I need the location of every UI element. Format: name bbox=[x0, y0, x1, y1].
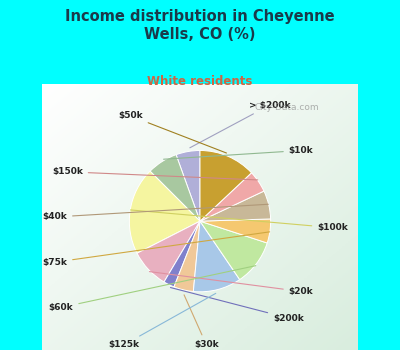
Wedge shape bbox=[200, 221, 267, 280]
Wedge shape bbox=[200, 219, 271, 243]
Text: White residents: White residents bbox=[147, 75, 253, 88]
Wedge shape bbox=[164, 221, 200, 287]
Text: $100k: $100k bbox=[130, 210, 348, 232]
Wedge shape bbox=[129, 171, 200, 253]
Text: $125k: $125k bbox=[109, 293, 216, 349]
Text: $200k: $200k bbox=[170, 288, 304, 323]
Text: $75k: $75k bbox=[42, 232, 270, 267]
Wedge shape bbox=[176, 150, 200, 221]
Text: $40k: $40k bbox=[42, 204, 268, 222]
Text: City-Data.com: City-Data.com bbox=[255, 103, 320, 112]
Text: > $200k: > $200k bbox=[190, 101, 290, 148]
Text: $50k: $50k bbox=[118, 111, 226, 153]
Text: $150k: $150k bbox=[52, 167, 258, 180]
Wedge shape bbox=[150, 155, 200, 221]
Wedge shape bbox=[193, 221, 240, 292]
Wedge shape bbox=[200, 173, 264, 221]
Wedge shape bbox=[200, 150, 252, 221]
Text: $60k: $60k bbox=[49, 266, 256, 312]
Text: $30k: $30k bbox=[184, 295, 219, 349]
Text: $20k: $20k bbox=[150, 272, 313, 296]
Text: Income distribution in Cheyenne
Wells, CO (%): Income distribution in Cheyenne Wells, C… bbox=[65, 9, 335, 42]
Wedge shape bbox=[200, 191, 271, 221]
Wedge shape bbox=[137, 221, 200, 282]
Wedge shape bbox=[174, 221, 200, 292]
Text: $10k: $10k bbox=[164, 146, 313, 159]
